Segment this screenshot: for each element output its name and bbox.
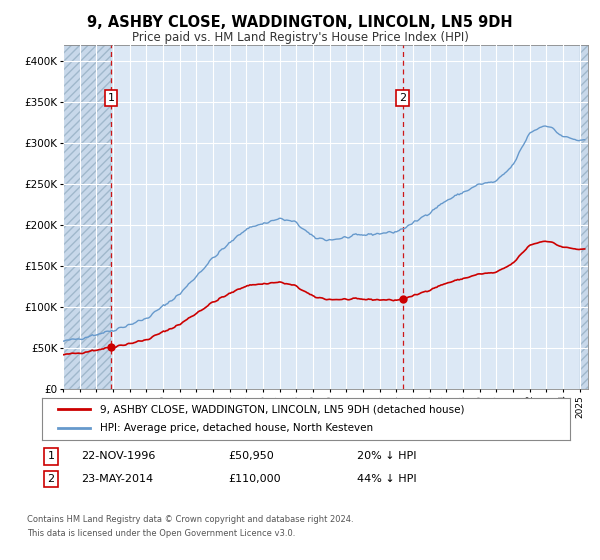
Bar bbox=[63, 45, 111, 389]
Text: This data is licensed under the Open Government Licence v3.0.: This data is licensed under the Open Gov… bbox=[27, 529, 295, 538]
Text: £50,950: £50,950 bbox=[228, 451, 274, 461]
Text: HPI: Average price, detached house, North Kesteven: HPI: Average price, detached house, Nort… bbox=[100, 423, 373, 433]
Bar bbox=[580, 45, 590, 389]
Text: Contains HM Land Registry data © Crown copyright and database right 2024.: Contains HM Land Registry data © Crown c… bbox=[27, 515, 353, 524]
Bar bbox=[63, 45, 111, 389]
Text: Price paid vs. HM Land Registry's House Price Index (HPI): Price paid vs. HM Land Registry's House … bbox=[131, 31, 469, 44]
Text: 1: 1 bbox=[107, 93, 115, 103]
Text: 2: 2 bbox=[47, 474, 55, 484]
Text: 44% ↓ HPI: 44% ↓ HPI bbox=[357, 474, 416, 484]
Text: 22-NOV-1996: 22-NOV-1996 bbox=[81, 451, 155, 461]
Text: 23-MAY-2014: 23-MAY-2014 bbox=[81, 474, 153, 484]
Text: 20% ↓ HPI: 20% ↓ HPI bbox=[357, 451, 416, 461]
Text: £110,000: £110,000 bbox=[228, 474, 281, 484]
Text: 1: 1 bbox=[47, 451, 55, 461]
Text: 9, ASHBY CLOSE, WADDINGTON, LINCOLN, LN5 9DH: 9, ASHBY CLOSE, WADDINGTON, LINCOLN, LN5… bbox=[87, 15, 513, 30]
Text: 9, ASHBY CLOSE, WADDINGTON, LINCOLN, LN5 9DH (detached house): 9, ASHBY CLOSE, WADDINGTON, LINCOLN, LN5… bbox=[100, 404, 464, 414]
Text: 2: 2 bbox=[399, 93, 406, 103]
Bar bbox=[580, 45, 590, 389]
